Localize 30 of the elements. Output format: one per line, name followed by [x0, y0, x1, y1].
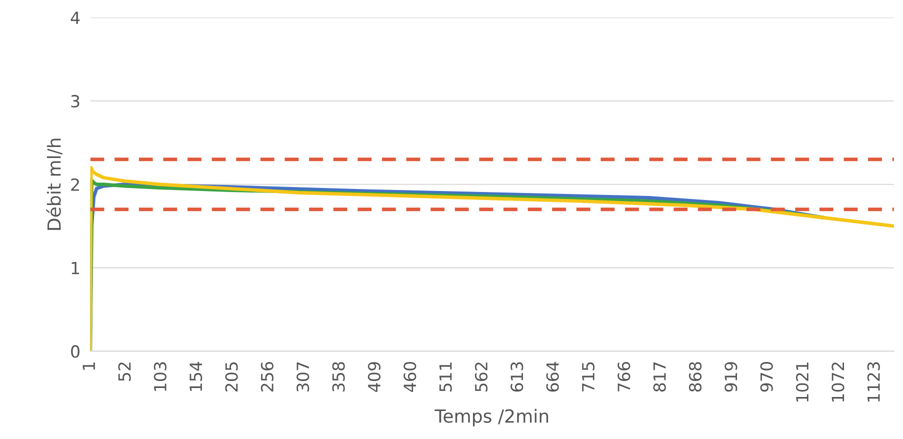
- x-tick-label: 1021: [796, 362, 809, 402]
- x-tick-label: 562: [474, 362, 488, 392]
- x-tick-label: 1123: [867, 362, 880, 402]
- y-tick-label: 0: [71, 345, 80, 358]
- x-tick-label: 358: [332, 362, 345, 392]
- y-tick-label: 4: [70, 12, 80, 24]
- x-tick-label: 1072: [832, 362, 844, 402]
- x-tick-label: 460: [404, 362, 416, 392]
- y-tick-label: 2: [71, 178, 79, 191]
- x-tick-label: 766: [618, 362, 630, 392]
- x-tick-label: 664: [546, 362, 559, 392]
- x-tick-label: 613: [510, 362, 524, 392]
- y-tick-label: 3: [71, 94, 80, 108]
- x-tick-label: 715: [582, 362, 595, 392]
- x-tick-label: 919: [724, 362, 738, 392]
- x-tick-label: 52: [118, 362, 131, 381]
- y-axis-title: Débit ml/h: [46, 138, 62, 230]
- x-tick-label: 307: [296, 362, 310, 392]
- x-tick-label: 205: [225, 362, 238, 392]
- x-tick-label: 970: [760, 362, 773, 392]
- y-tick-label: 1: [72, 262, 80, 274]
- x-tick-label: 868: [688, 362, 702, 392]
- x-tick-label: 817: [653, 362, 666, 392]
- x-tick-label: 256: [260, 362, 274, 392]
- x-axis-title: Temps /2min: [434, 408, 548, 426]
- x-tick-label: 154: [190, 362, 202, 391]
- x-tick-label: 1: [82, 362, 95, 370]
- x-tick-label: 409: [368, 362, 381, 392]
- x-tick-label: 103: [154, 362, 166, 391]
- x-tick-label: 511: [439, 362, 452, 392]
